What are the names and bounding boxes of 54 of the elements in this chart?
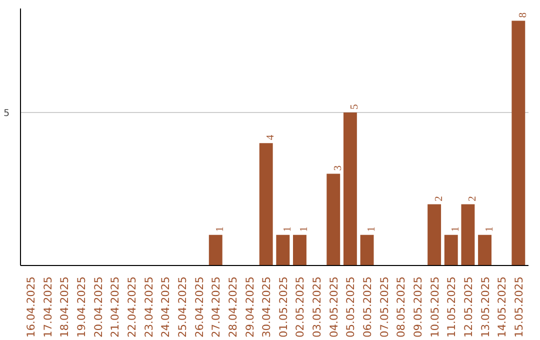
x-tick-label: 13.05.2025 <box>478 276 492 338</box>
bar <box>428 204 442 266</box>
data-label: 2 <box>467 196 478 202</box>
data-label: 1 <box>282 226 294 232</box>
x-tick-label: 02.05.2025 <box>294 276 307 338</box>
x-tick-label: 09.05.2025 <box>411 276 424 338</box>
x-tick-label: 20.04.2025 <box>92 276 105 338</box>
x-tick-label: 29.04.2025 <box>243 276 256 338</box>
x-tick-label: 07.05.2025 <box>378 276 391 338</box>
bar <box>478 234 492 266</box>
x-tick-label: 24.04.2025 <box>159 276 172 338</box>
x-tick-label: 04.05.2025 <box>327 276 340 338</box>
x-tick-label: 23.04.2025 <box>142 276 156 338</box>
x-tick-label: 01.05.2025 <box>276 276 290 338</box>
x-tick-label: 19.04.2025 <box>75 276 88 338</box>
bar <box>326 174 340 266</box>
data-label: 4 <box>266 134 277 140</box>
data-label: 1 <box>366 226 378 232</box>
bar <box>208 234 222 266</box>
bar <box>461 204 475 266</box>
x-tick-label: 17.04.2025 <box>41 276 54 338</box>
bar <box>360 234 374 266</box>
x-tick-label: 15.05.2025 <box>512 276 526 338</box>
data-label: 1 <box>299 226 310 232</box>
x-tick-label: 30.04.2025 <box>260 276 274 338</box>
bar <box>444 234 458 266</box>
x-tick-label: 26.04.2025 <box>192 276 206 338</box>
x-tick-label: 27.04.2025 <box>210 276 223 338</box>
data-label: 5 <box>350 104 361 110</box>
data-label: 1 <box>215 226 226 232</box>
x-tick-label: 05.05.2025 <box>344 276 358 338</box>
data-label: 2 <box>434 196 445 202</box>
data-label: 1 <box>450 226 462 232</box>
x-tick-label: 12.05.2025 <box>462 276 475 338</box>
x-tick-label: 18.04.2025 <box>58 276 72 338</box>
x-tick-label: 14.05.2025 <box>496 276 509 338</box>
x-tick-label: 25.04.2025 <box>176 276 189 338</box>
data-label: 8 <box>518 12 529 18</box>
x-tick-label: 16.04.2025 <box>24 276 38 338</box>
bar <box>512 20 526 266</box>
x-tick-label: 08.05.2025 <box>394 276 408 338</box>
x-tick-label: 11.05.2025 <box>445 276 458 338</box>
bar <box>293 234 306 266</box>
data-label: 3 <box>332 165 344 171</box>
x-tick-label: 22.04.2025 <box>126 276 139 338</box>
bar <box>276 234 290 266</box>
x-tick-label: 21.04.2025 <box>108 276 122 338</box>
data-label: 1 <box>484 226 496 232</box>
x-tick-label: 28.04.2025 <box>226 276 240 338</box>
x-tick-label: 06.05.2025 <box>361 276 374 338</box>
bar <box>259 143 273 266</box>
x-tick-label: 10.05.2025 <box>428 276 442 338</box>
bar <box>343 112 357 266</box>
x-tick-label: 03.05.2025 <box>310 276 324 338</box>
